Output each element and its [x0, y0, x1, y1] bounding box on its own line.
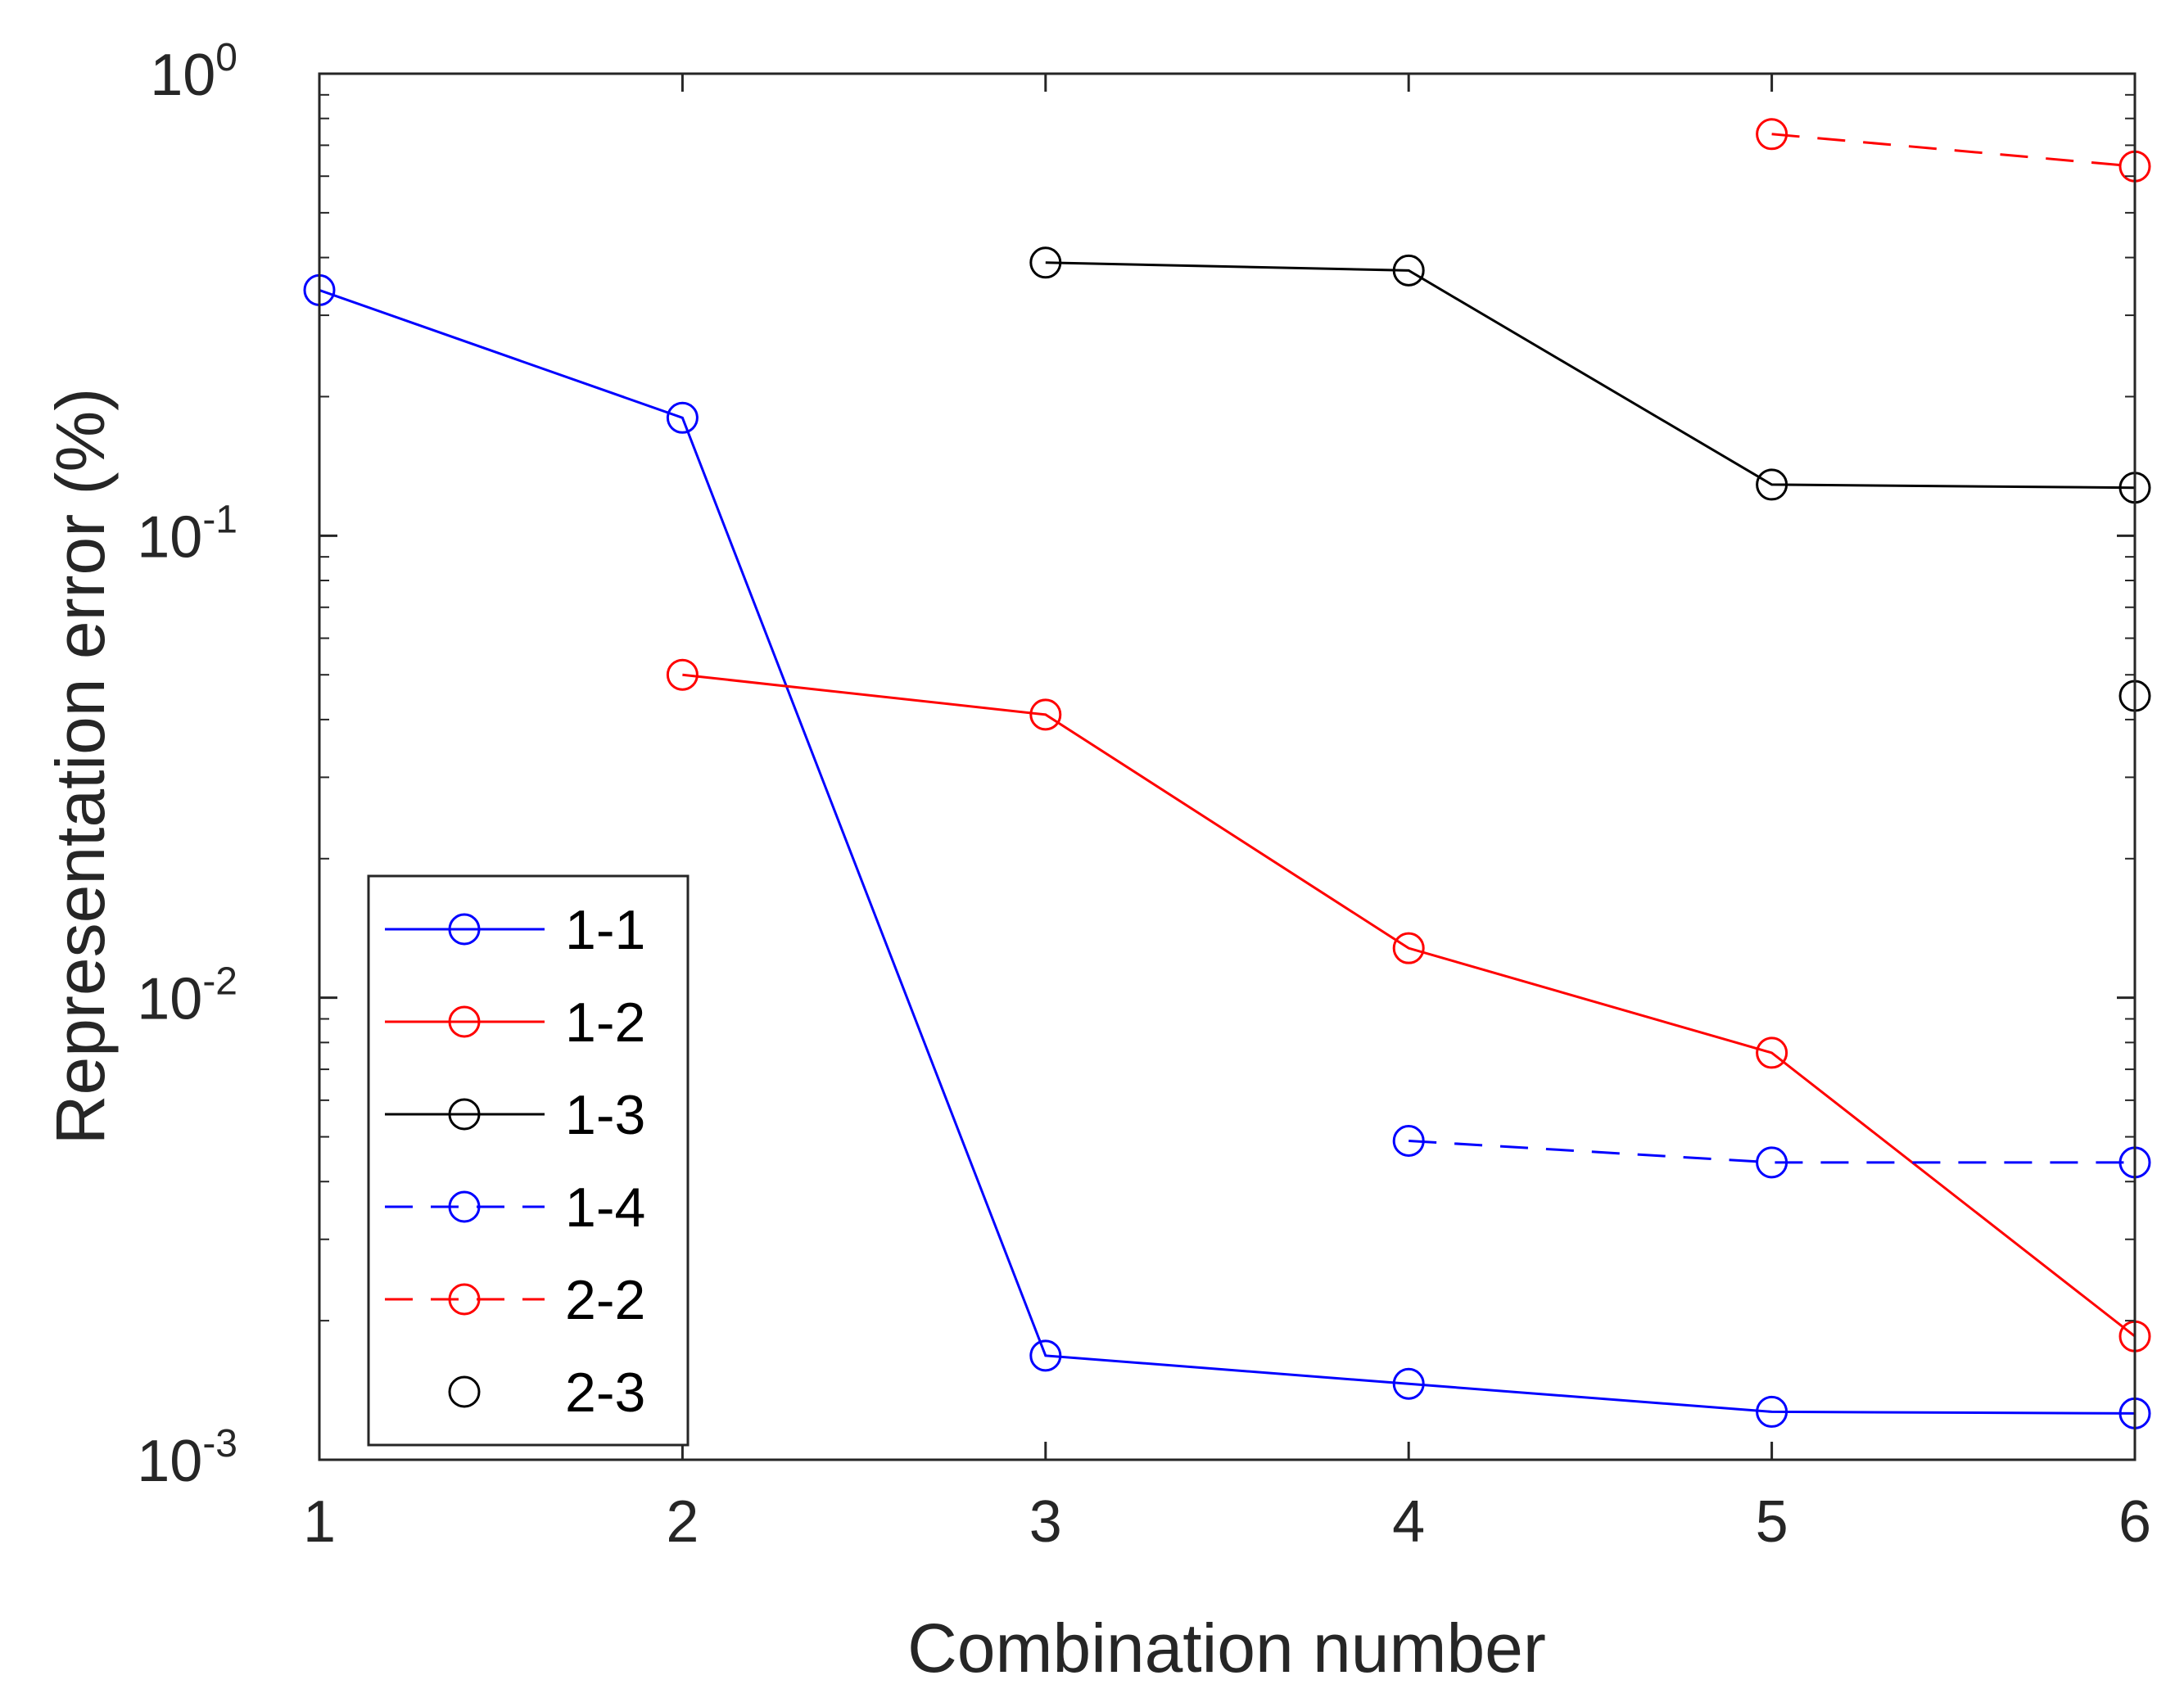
data-point	[1029, 698, 1062, 731]
x-tick-label: 1	[303, 1489, 336, 1555]
data-point	[1392, 1367, 1425, 1400]
legend-label: 2-3	[565, 1362, 645, 1424]
data-point	[1392, 932, 1425, 964]
x-tick-label: 6	[2118, 1489, 2151, 1555]
legend-marker	[448, 913, 481, 946]
data-point	[1756, 1036, 1788, 1069]
data-point	[1756, 118, 1788, 151]
series-1-4	[1392, 1124, 2151, 1179]
data-point	[666, 401, 699, 434]
legend-marker	[448, 1375, 481, 1408]
y-tick-label: 100	[150, 36, 237, 108]
data-point	[1756, 468, 1788, 501]
series-line	[1045, 261, 2136, 490]
y-axis-label: Representation error (%)	[42, 388, 119, 1145]
legend-item-1-1: 1-1	[385, 899, 645, 961]
legend-item-1-3: 1-3	[385, 1084, 645, 1146]
x-tick-label: 4	[1392, 1489, 1425, 1555]
legend-item-1-2: 1-2	[385, 991, 645, 1054]
series-line	[682, 673, 2136, 1338]
x-axis-label: Combination number	[907, 1610, 1546, 1687]
legend-label: 1-3	[565, 1084, 645, 1146]
y-tick-label: 10-2	[137, 960, 237, 1032]
series-line	[1409, 1140, 2135, 1164]
data-point	[1756, 1395, 1788, 1428]
legend-label: 1-2	[565, 991, 645, 1054]
legend-item-2-2: 2-2	[385, 1269, 645, 1331]
x-tick-label: 2	[666, 1489, 699, 1555]
data-point	[1756, 1146, 1788, 1179]
y-axis: 10-3 10-2 10-1 100	[137, 36, 2135, 1494]
series-2-2	[1756, 118, 2151, 183]
legend-marker	[448, 1190, 481, 1223]
legend-label: 2-2	[565, 1269, 645, 1331]
legend-item-1-4: 1-4	[385, 1176, 645, 1239]
series-line	[319, 288, 2136, 1415]
legend-box	[367, 874, 690, 1447]
x-tick-label: 5	[1756, 1489, 1788, 1555]
x-tick-label: 3	[1029, 1489, 1062, 1555]
data-point	[666, 658, 699, 691]
y-tick-label: 10-1	[137, 498, 237, 570]
y-tick-label: 10-3	[137, 1422, 237, 1494]
legend-marker	[448, 1005, 481, 1038]
legend-marker	[448, 1283, 481, 1316]
data-point	[1029, 246, 1062, 279]
series-line	[1771, 133, 2136, 168]
legend: 1-1 1-2 1-3 1-4 2-2 2-3	[367, 874, 690, 1447]
data-point	[1392, 254, 1425, 287]
series-1-2	[666, 658, 2151, 1353]
legend-item-2-3: 2-3	[448, 1362, 645, 1424]
legend-label: 1-1	[565, 899, 645, 961]
legend-label: 1-4	[565, 1176, 645, 1239]
data-point	[1392, 1124, 1425, 1157]
legend-marker	[448, 1098, 481, 1131]
plot-frame	[318, 72, 2137, 1461]
data-point	[1029, 1339, 1062, 1372]
series-1-3	[1029, 246, 2151, 504]
x-axis: 1 2 3 4 5 6	[303, 74, 2151, 1555]
